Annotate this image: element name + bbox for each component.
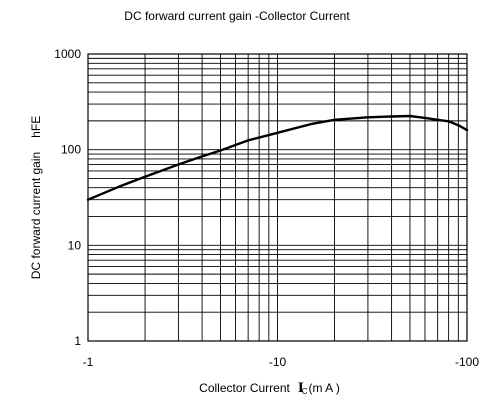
- chart-title: DC forward current gain -Collector Curre…: [124, 9, 350, 23]
- y-tick-label: 100: [61, 143, 81, 157]
- y-tick-label: 10: [68, 238, 82, 252]
- grid: [88, 54, 467, 341]
- x-tick-label: -100: [455, 355, 479, 369]
- x-tick-label: -1: [83, 355, 94, 369]
- x-axis-unit: (m A ): [308, 381, 339, 395]
- y-axis-title: DC forward current gain hFE: [29, 116, 43, 279]
- x-axis-symbol-subscript: C: [302, 387, 308, 396]
- y-axis-label: DC forward current gain: [29, 152, 43, 279]
- y-axis-symbol: hFE: [29, 116, 43, 138]
- y-tick-label: 1: [74, 334, 81, 348]
- x-tick-label: -10: [269, 355, 287, 369]
- tick-labels: 1 10 100 1000 -1 -10 -100: [54, 47, 479, 369]
- y-tick-label: 1000: [54, 47, 81, 61]
- x-axis-label: Collector Current: [199, 381, 290, 395]
